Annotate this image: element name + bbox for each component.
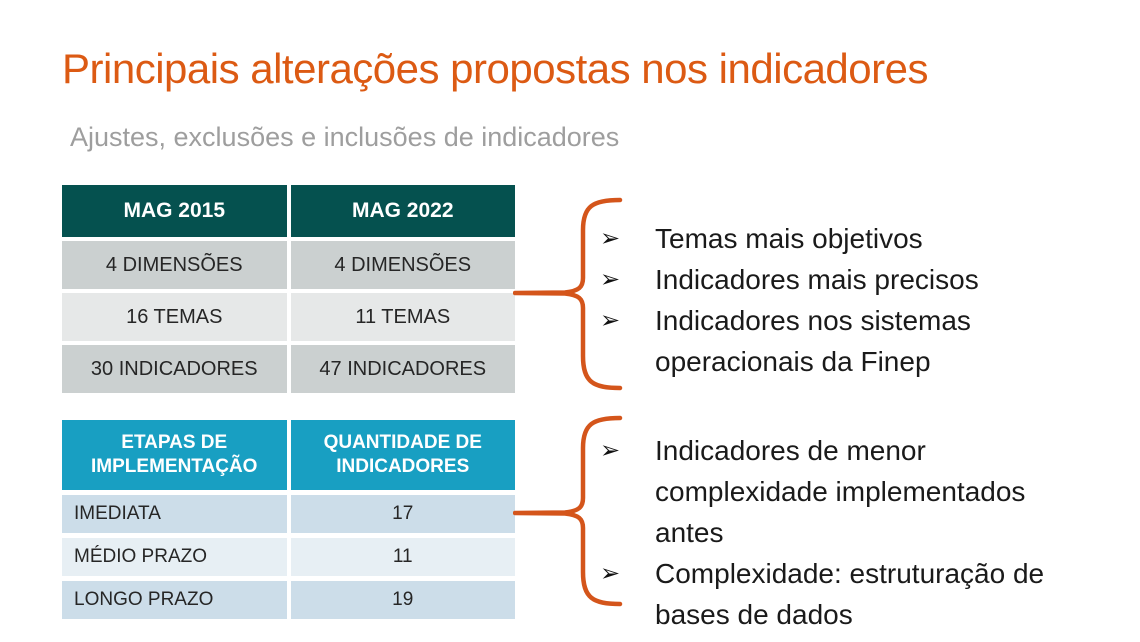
arrow-bullet-icon: ➢ (600, 224, 621, 252)
arrow-bullet-icon: ➢ (600, 436, 621, 464)
bullet-list-bottom: ➢ Indicadores de menor complexidade impl… (600, 430, 1080, 635)
bullet-list-top: ➢ Temas mais objetivos ➢ Indicadores mai… (600, 218, 1080, 382)
etapas-table-cell: IMEDIATA (62, 495, 287, 533)
bullet-text: Complexidade: estruturação de bases de d… (655, 558, 1045, 630)
mag-comparison-table: MAG 2015 MAG 2022 4 DIMENSÕES 4 DIMENSÕE… (62, 185, 515, 393)
bullet-text: Temas mais objetivos (655, 223, 923, 254)
etapas-implementacao-table: ETAPAS DE IMPLEMENTAÇÃO QUANTIDADE DE IN… (62, 420, 515, 619)
list-item: ➢ Indicadores mais precisos (600, 259, 1080, 300)
slide-subtitle: Ajustes, exclusões e inclusões de indica… (70, 122, 620, 152)
bullet-text: Indicadores mais precisos (655, 264, 979, 295)
mag-table-header-2015: MAG 2015 (62, 185, 287, 237)
list-item: ➢ Temas mais objetivos (600, 218, 1080, 259)
mag-table-cell: 4 DIMENSÕES (62, 241, 287, 289)
etapas-table-cell: 17 (290, 495, 515, 533)
mag-table-header-2022: MAG 2022 (290, 185, 515, 237)
mag-table-cell: 30 INDICADORES (62, 345, 287, 393)
list-item: ➢ Indicadores de menor complexidade impl… (600, 430, 1080, 553)
etapas-table-cell: LONGO PRAZO (62, 581, 287, 619)
etapas-table-cell: MÉDIO PRAZO (62, 538, 287, 576)
list-item: ➢ Complexidade: estruturação de bases de… (600, 553, 1080, 635)
mag-table-cell: 11 TEMAS (290, 293, 515, 341)
etapas-table-cell: 11 (290, 538, 515, 576)
bullet-text: Indicadores de menor complexidade implem… (655, 435, 1026, 548)
mag-table-cell: 47 INDICADORES (290, 345, 515, 393)
etapas-table-header-quantidade: QUANTIDADE DE INDICADORES (290, 420, 515, 490)
curly-brace-bottom-icon (513, 415, 623, 607)
page-title: Principais alterações propostas nos indi… (62, 45, 929, 92)
list-item: ➢ Indicadores nos sistemas operacionais … (600, 300, 1080, 382)
etapas-table-cell: 19 (290, 581, 515, 619)
arrow-bullet-icon: ➢ (600, 559, 621, 587)
arrow-bullet-icon: ➢ (600, 306, 621, 334)
bullet-text: Indicadores nos sistemas operacionais da… (655, 305, 971, 377)
arrow-bullet-icon: ➢ (600, 265, 621, 293)
etapas-table-header-etapas: ETAPAS DE IMPLEMENTAÇÃO (62, 420, 287, 490)
mag-table-cell: 16 TEMAS (62, 293, 287, 341)
curly-brace-top-icon (513, 197, 623, 391)
mag-table-cell: 4 DIMENSÕES (290, 241, 515, 289)
